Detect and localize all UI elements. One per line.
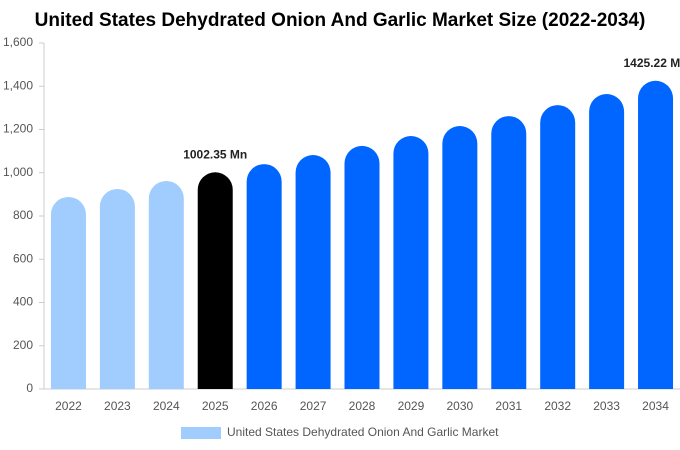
x-tick-label: 2033	[593, 399, 620, 413]
chart-title: United States Dehydrated Onion And Garli…	[35, 10, 646, 31]
x-tick-label: 2028	[349, 399, 376, 413]
x-tick-label: 2023	[104, 399, 131, 413]
bar	[246, 164, 282, 389]
x-tick-label: 2032	[544, 399, 571, 413]
bar	[442, 126, 478, 389]
bar	[99, 188, 135, 389]
bar	[589, 94, 625, 389]
x-tick-label: 2027	[300, 399, 327, 413]
x-tick-label: 2024	[153, 399, 180, 413]
legend-swatch	[181, 427, 221, 439]
data-label: 1425.22 Mn	[624, 56, 680, 70]
y-tick-label: 200	[13, 338, 33, 352]
bar	[393, 135, 429, 389]
bar	[148, 180, 184, 389]
y-tick-label: 1,400	[3, 78, 33, 92]
legend-label: United States Dehydrated Onion And Garli…	[227, 425, 499, 439]
x-tick-label: 2026	[251, 399, 278, 413]
bar	[540, 105, 576, 389]
y-tick-label: 0	[26, 381, 33, 395]
y-tick-label: 400	[13, 295, 33, 309]
y-tick-label: 1,600	[3, 35, 33, 49]
bar	[50, 196, 86, 389]
y-tick-label: 1,000	[3, 165, 33, 179]
y-tick-label: 600	[13, 251, 33, 265]
x-tick-label: 2034	[642, 399, 669, 413]
y-tick-label: 800	[13, 208, 33, 222]
x-tick-label: 2025	[202, 399, 229, 413]
y-tick-label: 1,200	[3, 122, 33, 136]
x-tick-label: 2029	[398, 399, 425, 413]
bar	[295, 155, 331, 389]
x-tick-label: 2031	[495, 399, 522, 413]
x-tick-label: 2030	[446, 399, 473, 413]
x-tick-label: 2022	[55, 399, 82, 413]
bar	[638, 80, 674, 389]
bar	[344, 145, 380, 389]
data-label: 1002.35 Mn	[183, 147, 247, 161]
bar	[197, 172, 233, 389]
bar	[491, 116, 527, 389]
